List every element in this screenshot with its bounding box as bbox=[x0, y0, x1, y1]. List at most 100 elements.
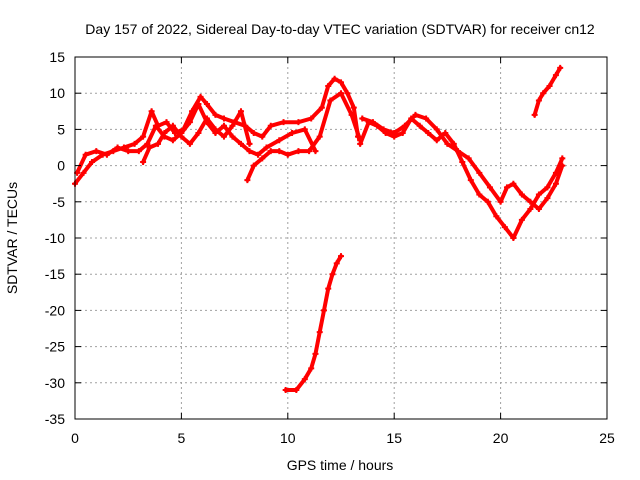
data-point bbox=[527, 206, 534, 213]
data-point bbox=[114, 144, 121, 151]
data-point bbox=[510, 180, 517, 187]
data-point bbox=[338, 253, 344, 260]
y-tick-label: -5 bbox=[53, 194, 66, 210]
data-point bbox=[212, 126, 219, 133]
data-point bbox=[559, 155, 566, 162]
data-point bbox=[559, 162, 566, 169]
data-point bbox=[318, 104, 325, 111]
data-point bbox=[250, 162, 257, 169]
data-point bbox=[246, 140, 253, 147]
data-point bbox=[195, 130, 202, 137]
x-tick-label: 5 bbox=[178, 430, 186, 446]
data-point bbox=[329, 271, 336, 278]
data-point bbox=[267, 122, 274, 129]
data-point bbox=[82, 151, 89, 158]
x-tick-label: 10 bbox=[280, 430, 296, 446]
x-tick-label: 15 bbox=[386, 430, 402, 446]
data-point bbox=[425, 130, 432, 137]
y-tick-label: -15 bbox=[45, 266, 65, 282]
data-point bbox=[220, 133, 227, 140]
data-point bbox=[244, 177, 251, 184]
data-point bbox=[423, 115, 430, 122]
y-tick-label: 5 bbox=[57, 121, 65, 137]
data-point bbox=[144, 140, 151, 147]
data-point bbox=[433, 137, 440, 144]
data-point bbox=[148, 108, 155, 115]
data-point bbox=[140, 158, 147, 165]
data-point bbox=[442, 130, 449, 137]
data-point bbox=[295, 148, 302, 155]
data-point bbox=[369, 119, 376, 126]
data-point bbox=[327, 97, 334, 104]
data-point bbox=[401, 122, 408, 129]
data-point bbox=[484, 198, 491, 205]
data-point bbox=[163, 119, 170, 126]
y-tick-label: -35 bbox=[45, 411, 65, 427]
data-point bbox=[154, 140, 161, 147]
data-point bbox=[557, 64, 564, 71]
data-point bbox=[103, 151, 110, 158]
data-point bbox=[412, 111, 419, 118]
y-tick-label: -30 bbox=[45, 375, 65, 391]
data-point bbox=[255, 151, 262, 158]
data-point bbox=[433, 126, 440, 133]
data-point bbox=[135, 148, 142, 155]
data-point bbox=[552, 180, 559, 187]
data-point bbox=[80, 169, 87, 176]
data-point bbox=[293, 387, 300, 394]
data-point bbox=[544, 195, 551, 202]
data-point bbox=[259, 155, 266, 162]
data-point bbox=[203, 115, 210, 122]
y-tick-label: 10 bbox=[49, 85, 65, 101]
data-point bbox=[93, 148, 100, 155]
data-point bbox=[344, 90, 351, 97]
data-point bbox=[316, 133, 323, 140]
data-point bbox=[276, 148, 283, 155]
data-point bbox=[301, 376, 308, 383]
y-tick-label: -20 bbox=[45, 302, 65, 318]
data-point bbox=[178, 133, 185, 140]
data-point bbox=[312, 350, 319, 357]
data-series bbox=[72, 64, 566, 394]
data-point bbox=[540, 90, 547, 97]
data-point bbox=[552, 72, 559, 79]
data-point bbox=[212, 111, 219, 118]
data-point bbox=[348, 111, 355, 118]
data-point bbox=[229, 122, 236, 129]
data-point bbox=[546, 82, 553, 89]
data-point bbox=[465, 155, 472, 162]
data-point bbox=[535, 191, 542, 198]
data-point bbox=[476, 169, 483, 176]
data-point bbox=[333, 260, 340, 267]
data-point bbox=[312, 148, 319, 155]
data-point bbox=[250, 130, 257, 137]
data-point bbox=[331, 75, 338, 82]
data-point bbox=[246, 148, 253, 155]
data-point bbox=[152, 122, 159, 129]
data-point bbox=[186, 140, 193, 147]
y-tick-label: -10 bbox=[45, 230, 65, 246]
series-line-track-7 bbox=[360, 112, 565, 211]
data-point bbox=[229, 133, 236, 140]
data-point bbox=[380, 126, 387, 133]
x-axis-label: GPS time / hours bbox=[287, 457, 394, 473]
data-point bbox=[186, 119, 193, 126]
data-point bbox=[306, 148, 313, 155]
data-point bbox=[169, 137, 176, 144]
data-point bbox=[350, 104, 357, 111]
y-tick-label: -25 bbox=[45, 339, 65, 355]
data-point bbox=[295, 119, 302, 126]
data-point bbox=[125, 148, 132, 155]
data-point bbox=[280, 119, 287, 126]
data-point bbox=[518, 191, 525, 198]
data-point bbox=[259, 133, 266, 140]
data-point bbox=[476, 191, 483, 198]
data-point bbox=[131, 140, 138, 147]
data-point bbox=[416, 122, 423, 129]
data-point bbox=[497, 198, 504, 205]
data-point bbox=[267, 148, 274, 155]
data-point bbox=[544, 184, 551, 191]
data-point bbox=[325, 285, 332, 292]
grid-lines bbox=[75, 57, 607, 419]
